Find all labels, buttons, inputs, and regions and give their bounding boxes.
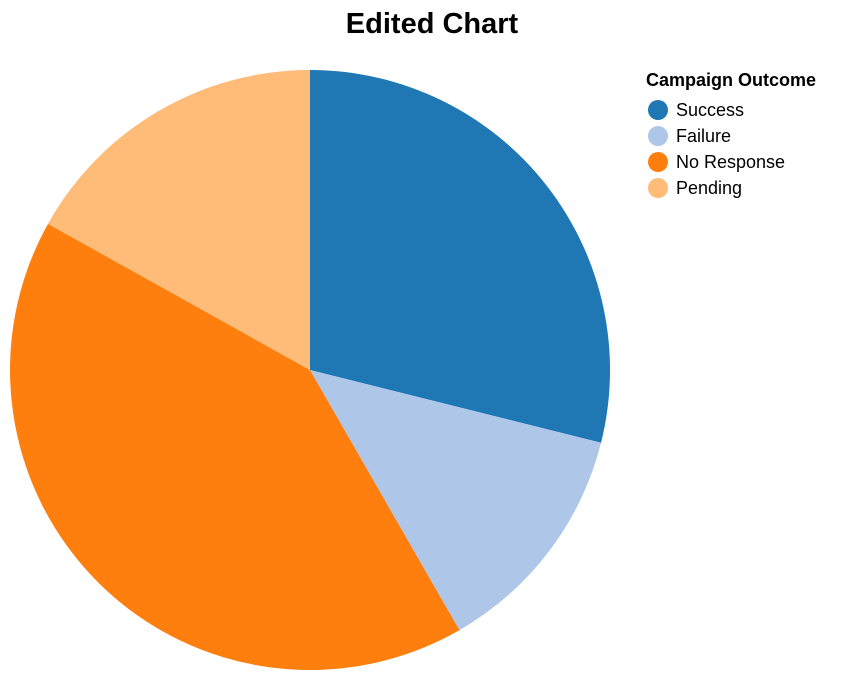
- legend-item: Success: [646, 97, 816, 123]
- legend-swatch: [648, 126, 668, 146]
- legend-item: Pending: [646, 175, 816, 201]
- legend-label: No Response: [676, 152, 785, 173]
- legend-label: Failure: [676, 126, 731, 147]
- legend-label: Pending: [676, 178, 742, 199]
- legend-swatch: [648, 152, 668, 172]
- legend-item: No Response: [646, 149, 816, 175]
- legend-swatch: [648, 178, 668, 198]
- legend-swatch: [648, 100, 668, 120]
- legend-title: Campaign Outcome: [646, 70, 816, 91]
- legend-item: Failure: [646, 123, 816, 149]
- legend-label: Success: [676, 100, 744, 121]
- legend: Campaign Outcome Success Failure No Respon…: [646, 70, 816, 201]
